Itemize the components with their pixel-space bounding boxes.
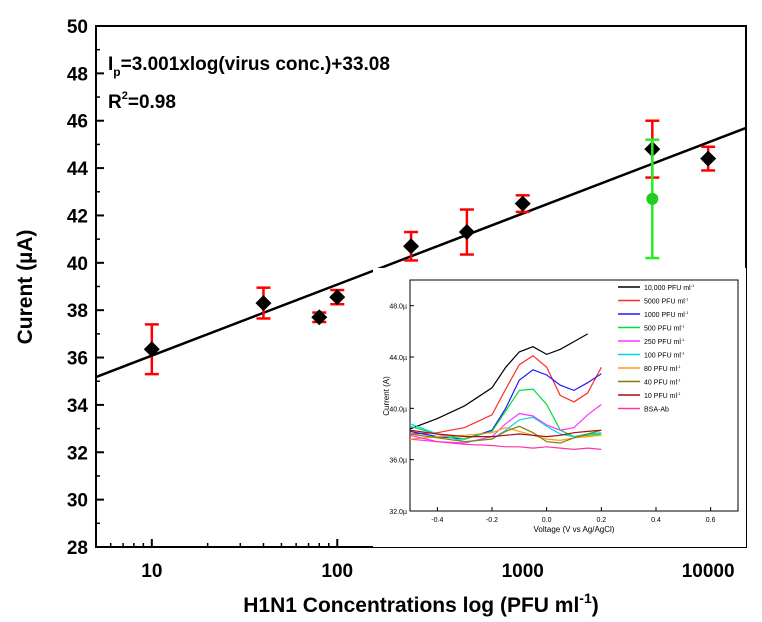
equation-ip-main: I <box>108 54 113 75</box>
legend-label-text: 1000 PFU ml <box>644 312 685 319</box>
main-x-label-close: ) <box>592 594 599 617</box>
legend-label-sup: -1 <box>681 351 685 356</box>
y-tick-label: 42 <box>67 206 88 227</box>
data-point <box>255 295 272 312</box>
equation-r2-rest: =0.98 <box>128 92 176 113</box>
legend-label: 10 PFU ml-1 <box>644 391 681 400</box>
data-point <box>646 192 659 205</box>
inset-x-label: Voltage (V vs Ag/AgCl) <box>534 525 615 534</box>
inset-y-tick-label: 48.0µ <box>389 304 407 311</box>
main-y-label: Curent (µA) <box>14 230 37 345</box>
legend-label-text: 100 PFU ml <box>644 353 681 360</box>
x-tick-label: 10 <box>141 561 162 582</box>
legend-label-text: 5000 PFU ml <box>644 299 685 306</box>
inset-series-line <box>409 354 602 435</box>
y-tick-label: 44 <box>67 159 89 180</box>
legend-label: 100 PFU ml-1 <box>644 351 685 360</box>
equation-ip-sub: p <box>113 65 120 79</box>
data-point <box>329 289 346 306</box>
legend-label: 40 PFU ml-1 <box>644 378 681 387</box>
inset-x-tick-label: 0.4 <box>651 517 661 524</box>
y-tick-label: 34 <box>67 396 89 417</box>
y-tick-label: 30 <box>67 491 88 512</box>
legend-label-sup: -1 <box>677 391 681 396</box>
legend-label: 5000 PFU ml-1 <box>644 297 689 306</box>
main-x-label-sup: -1 <box>579 590 592 606</box>
legend-label-sup: -1 <box>685 297 689 302</box>
y-tick-label: 48 <box>67 64 88 85</box>
y-tick-label: 36 <box>67 349 88 370</box>
inset-y-label: Current (A) <box>382 376 391 416</box>
equation-r2-sup: 2 <box>122 90 128 102</box>
equation-r2-main: R <box>108 92 122 113</box>
x-tick-label: 10000 <box>682 561 735 582</box>
inset-curves <box>409 333 602 451</box>
inset-y-axis: 32.0µ 36.0µ 40.0µ 44.0µ 48.0µ <box>389 304 414 516</box>
inset-x-tick-label: -0.4 <box>431 517 443 524</box>
data-point <box>403 238 420 255</box>
legend-label: 1000 PFU ml-1 <box>644 310 689 319</box>
main-x-axis: 10 100 1000 10000 <box>109 539 735 582</box>
y-tick-label: 32 <box>67 443 88 464</box>
data-point <box>514 195 531 212</box>
inset-y-tick-label: 44.0µ <box>389 355 407 362</box>
inset-y-tick-label: 36.0µ <box>389 458 407 465</box>
legend-label-text: 40 PFU ml <box>644 380 678 387</box>
inset-x-axis: -0.4 -0.2 0.0 0.2 0.4 0.6 <box>431 507 716 524</box>
data-point <box>143 341 160 358</box>
legend-label: 10,000 PFU ml-1 <box>644 283 695 292</box>
y-tick-label: 50 <box>67 17 88 38</box>
y-tick-label: 46 <box>67 112 88 133</box>
equation-r2: R2=0.98 <box>108 90 176 113</box>
main-y-axis: 28 30 32 34 36 38 40 42 44 46 48 50 <box>67 17 104 559</box>
legend-label: 500 PFU ml-1 <box>644 324 685 333</box>
legend-label-sup: -1 <box>685 310 689 315</box>
legend-label: 80 PFU ml-1 <box>644 364 681 373</box>
legend-label-sup: -1 <box>691 283 695 288</box>
inset-series-line <box>409 434 602 451</box>
y-tick-label: 40 <box>67 254 88 275</box>
legend-label-text: BSA-Ab <box>644 407 669 414</box>
main-data-points <box>143 119 717 376</box>
data-point <box>458 224 475 241</box>
inset-x-tick-label: 0.2 <box>596 517 606 524</box>
legend-label-sup: -1 <box>681 337 685 342</box>
inset-x-tick-label: 0.0 <box>542 517 552 524</box>
legend-label-text: 10 PFU ml <box>644 393 678 400</box>
inset-y-tick-label: 32.0µ <box>389 509 407 516</box>
legend-label: 250 PFU ml-1 <box>644 337 685 346</box>
legend-label-text: 500 PFU ml <box>644 326 681 333</box>
legend-label-sup: -1 <box>681 324 685 329</box>
legend-label-text: 10,000 PFU ml <box>644 285 691 292</box>
inset-series-line <box>409 333 588 430</box>
main-x-label-text: H1N1 Concentrations log (PFU ml <box>243 594 579 617</box>
y-tick-label: 28 <box>67 538 88 559</box>
main-x-label: H1N1 Concentrations log (PFU ml-1) <box>243 590 598 617</box>
y-tick-label: 38 <box>67 301 88 322</box>
equation-ip: Ip=3.001xlog(virus conc.)+33.08 <box>108 54 390 79</box>
legend-label-text: 250 PFU ml <box>644 339 681 346</box>
inset-series-line <box>409 416 602 443</box>
fit-line <box>95 126 747 379</box>
legend-label-sup: -1 <box>677 378 681 383</box>
inset-background <box>373 268 746 547</box>
inset-series-line <box>409 429 602 438</box>
legend-label-sup: -1 <box>677 364 681 369</box>
x-tick-label: 1000 <box>502 561 544 582</box>
inset-x-tick-label: 0.6 <box>706 517 716 524</box>
equation-ip-rest: =3.001xlog(virus conc.)+33.08 <box>121 54 390 75</box>
inset-x-tick-label: -0.2 <box>486 517 498 524</box>
inset-series-line <box>409 404 602 444</box>
data-point <box>311 309 328 326</box>
inset-plot-frame <box>409 279 739 512</box>
legend-label: BSA-Ab <box>644 407 669 414</box>
data-point <box>700 150 717 167</box>
inset-y-tick-label: 40.0µ <box>389 406 407 413</box>
legend-label-text: 80 PFU ml <box>644 366 678 373</box>
x-tick-label: 100 <box>321 561 353 582</box>
inset-series-line <box>409 425 602 444</box>
